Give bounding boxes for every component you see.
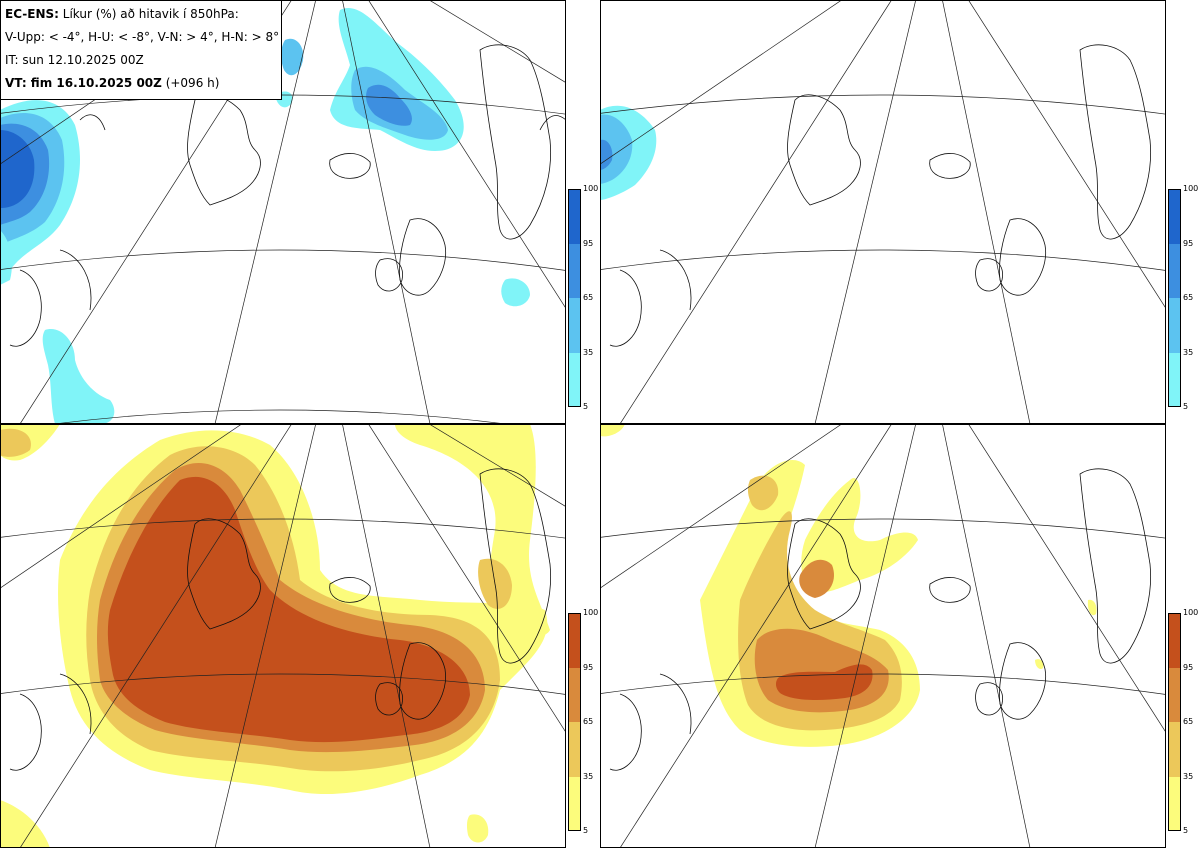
coastlines [609, 468, 1151, 771]
legend-tick-label: 5 [583, 402, 589, 411]
coastlines [9, 468, 551, 771]
legend-frame [568, 189, 581, 407]
legend-tick-label: 35 [1183, 771, 1194, 781]
legend-frame [1168, 613, 1181, 831]
graticule [600, 0, 1166, 424]
legend-tick-label: 100 [1183, 184, 1199, 193]
valid-time-line: VT: fim 16.10.2025 00Z (+096 h) [5, 74, 277, 97]
coastlines [9, 44, 566, 347]
legend-frame [568, 613, 581, 831]
legend-tick-label: 65 [583, 293, 594, 302]
warm-probability-field [600, 424, 1097, 747]
legend-tick-label: 5 [583, 826, 589, 835]
legend-tick-label: 95 [1183, 238, 1194, 248]
cold-probability-field [0, 8, 530, 424]
legend-tick-label: 5 [1183, 826, 1189, 835]
legend-tick-label: 35 [583, 771, 594, 781]
legend-tick-label: 95 [583, 662, 594, 672]
forecast-info-box: EC-ENS: Líkur (%) að hitavik í 850hPa: V… [0, 0, 282, 100]
legend-tick-label: 95 [583, 238, 594, 248]
graticule [0, 424, 566, 848]
legend-tick-label: 35 [1183, 347, 1194, 357]
panel-bottom-left [0, 424, 566, 848]
coastlines [609, 44, 1151, 347]
title-text: Líkur (%) að hitavik í 850hPa: [58, 7, 239, 21]
cold-probability-field [600, 105, 657, 200]
model-name: EC-ENS: [5, 7, 59, 21]
panel-top-right [600, 0, 1166, 424]
legend-tick-label: 65 [583, 717, 594, 726]
legend-tick-label: 95 [1183, 662, 1194, 672]
legend-tick-label: 35 [583, 347, 594, 357]
title-line: EC-ENS: Líkur (%) að hitavik í 850hPa: [5, 5, 277, 28]
legend-tick-label: 100 [1183, 608, 1199, 617]
panel-top-left [0, 0, 566, 424]
legend-tick-label: 100 [583, 608, 599, 617]
lead-time: (+096 h) [161, 76, 220, 90]
graticule [600, 424, 1166, 848]
legend-tick-label: 5 [1183, 402, 1189, 411]
thresholds-line: V-Upp: < -4°, H-U: < -8°, V-N: > 4°, H-N… [5, 30, 280, 44]
initial-time: IT: sun 12.10.2025 00Z [5, 53, 144, 67]
legend-tick-label: 65 [1183, 293, 1194, 302]
legend-tick-label: 100 [583, 184, 599, 193]
legend-tick-label: 65 [1183, 717, 1194, 726]
legend-frame [1168, 189, 1181, 407]
panel-bottom-right [600, 424, 1166, 848]
valid-time: VT: fim 16.10.2025 00Z [5, 76, 162, 90]
